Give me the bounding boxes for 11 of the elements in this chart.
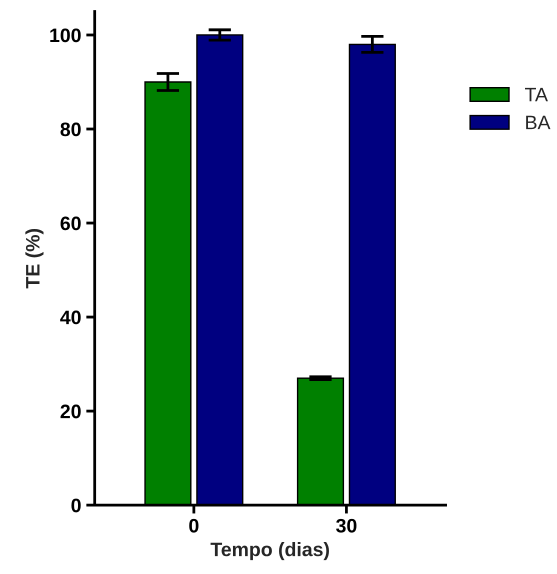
y-tick-label: 60 <box>60 216 81 230</box>
y-tick-label: 80 <box>60 122 81 136</box>
x-tick-label: 30 <box>336 518 356 533</box>
y-tick-label: 40 <box>60 310 81 324</box>
legend-label: TA <box>525 88 548 102</box>
y-tick-label: 0 <box>71 498 81 512</box>
x-axis-title: Tempo (dias) <box>210 542 329 560</box>
y-tick-label: 20 <box>60 404 81 418</box>
y-tick-label: 100 <box>50 28 81 42</box>
legend-label: BA <box>526 116 550 130</box>
y-axis-title: TE (%) <box>25 229 44 288</box>
